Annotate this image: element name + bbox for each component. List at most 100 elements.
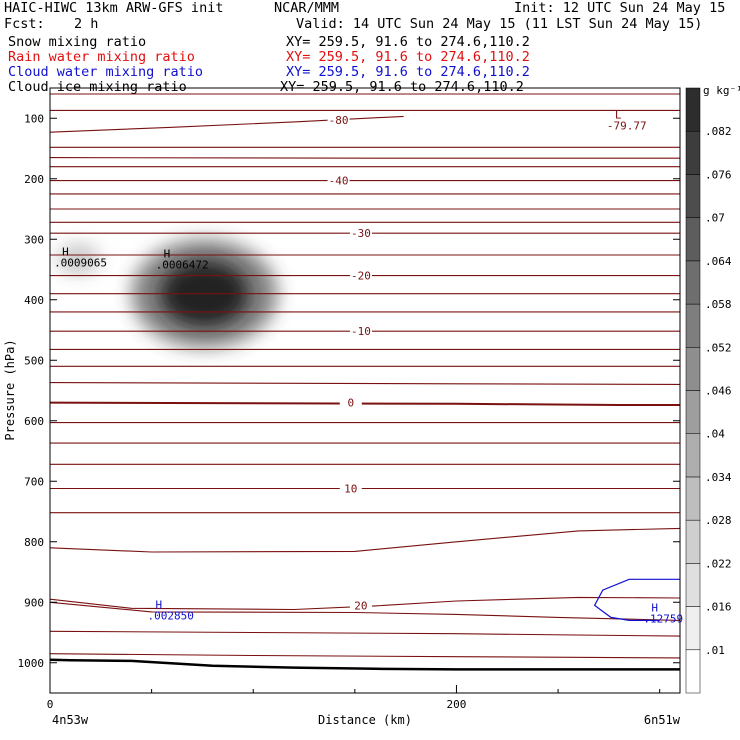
x-tick-label-1: 200 [447, 698, 467, 711]
y-tick-label-6: 700 [24, 475, 44, 488]
temp-label-bg-4 [349, 325, 372, 338]
header-init: Init: 12 UTC Sun 24 May 15 [514, 0, 726, 16]
y-tick-label-8: 900 [24, 596, 44, 609]
temp-contour-1 [50, 115, 404, 133]
header-title: HAIC-HIWC 13km ARW-GFS init [4, 0, 224, 16]
header-valid: Valid: 14 UTC Sun 24 May 15 (11 LST Sun … [296, 16, 703, 32]
colorbar-swatch-4 [685, 476, 701, 521]
colorbar-label-11: .076 [705, 168, 732, 181]
colorbar-label-7: .052 [705, 341, 732, 354]
snow-extreme-1-letter: H [164, 247, 171, 260]
temp-label-2: -30 [351, 227, 371, 240]
y-tick-label-4: 500 [24, 354, 44, 367]
colorbar: .01 .016 .022 .028 .034 .04 .046 .052 .058 .064 .0… [685, 84, 740, 694]
cloud-extreme-1-value: .12759 [643, 612, 683, 625]
y-tick-label-3: 400 [24, 294, 44, 307]
snow-blob-1 [63, 248, 94, 271]
cloud-extreme-0-value: .002850 [148, 609, 194, 622]
temp-label-5: 0 [347, 397, 354, 410]
header-fcst-value: 2 h [74, 16, 99, 32]
colorbar-swatch-9 [685, 260, 701, 305]
x-end-label: 6n51w [644, 713, 681, 727]
field-xy-cloud-water: XY= 259.5, 91.6 to 274.6,110.2 [286, 64, 530, 80]
colorbar-swatch-11 [685, 174, 701, 218]
plot-frame [49, 87, 681, 694]
temp-label-4: -10 [351, 325, 371, 338]
temp-contour-26 [50, 596, 680, 611]
colorbar-label-12: .082 [705, 125, 732, 138]
colorbar-swatch-7 [685, 347, 701, 391]
temp-label-bg-1 [327, 174, 350, 187]
colorbar-swatch-8 [685, 303, 701, 348]
temp-extreme-0-letter: L [615, 108, 622, 121]
temp-contour-28 [50, 630, 680, 637]
colorbar-label-2: .022 [705, 557, 732, 570]
field-label-rain: Rain water mixing ratio [8, 49, 195, 65]
snow-extreme-0-value: .0009065 [54, 257, 107, 270]
colorbar-swatch-12 [685, 130, 701, 175]
colorbar-swatch-2 [685, 563, 701, 607]
temp-label-3: -20 [351, 270, 371, 283]
colorbar-label-3: .028 [705, 514, 732, 527]
snow-extreme-0-letter: H [62, 246, 69, 259]
terrain-line [50, 658, 680, 671]
x-start-label: 4n53w [52, 713, 89, 727]
temp-contour-18 [50, 382, 680, 385]
temp-contour-19 [50, 401, 680, 406]
colorbar-swatch-1 [685, 606, 701, 651]
contour-labels: -80-40-30-20-1001020L-79.77H.002850H.127… [54, 108, 683, 625]
cloud-water-contour [593, 578, 680, 621]
temperature-contours [50, 93, 680, 659]
temp-extreme-0-value: -79.77 [607, 119, 647, 132]
field-xy-cloud-ice: XY= 259.5, 91.6 to 274.6,110.2 [280, 79, 524, 95]
temp-contour-4 [50, 157, 680, 159]
temp-label-bg-3 [349, 269, 372, 282]
temp-label-bg-5 [339, 396, 362, 409]
colorbar-swatch-13 [685, 87, 701, 132]
header-org: NCAR/MMM [274, 0, 340, 16]
colorbar-label-1: .016 [705, 601, 732, 614]
colorbar-label-8: .058 [705, 298, 732, 311]
colorbar-swatch-5 [685, 433, 701, 478]
y-tick-label-7: 800 [24, 536, 44, 549]
y-tick-label-2: 300 [24, 233, 44, 246]
temp-label-bg-7 [349, 599, 372, 612]
temp-contour-29 [50, 653, 680, 659]
y-tick-label-9: 1000 [18, 657, 45, 670]
colorbar-label-0: .01 [705, 644, 725, 657]
colorbar-swatch-3 [685, 519, 701, 564]
field-xy-rain: XY= 259.5, 91.6 to 274.6,110.2 [286, 49, 530, 65]
colorbar-swatch-10 [685, 217, 701, 262]
cloud-extreme-1-letter: H [651, 601, 658, 614]
temp-label-1: -40 [329, 175, 349, 188]
y-tick-label-0: 100 [24, 112, 44, 125]
colorbar-label-5: .04 [705, 428, 725, 441]
colorbar-swatch-0 [685, 649, 701, 694]
terrain-surface [50, 658, 680, 671]
colorbar-swatch-6 [685, 390, 701, 434]
y-axis-title: Pressure (hPa) [3, 339, 17, 440]
field-label-snow: Snow mixing ratio [8, 34, 147, 50]
x-axis-title: Distance (km) [318, 713, 412, 727]
colorbar-unit: g kg⁻¹ [703, 84, 740, 97]
field-label-cloud-water: Cloud water mixing ratio [8, 64, 204, 80]
temp-label-bg-6 [339, 482, 362, 495]
temp-label-0: -80 [329, 114, 349, 127]
field-xy-snow: XY= 259.5, 91.6 to 274.6,110.2 [286, 34, 530, 50]
temp-contour-27 [50, 601, 680, 621]
colorbar-label-10: .07 [705, 212, 725, 225]
cloud-water-contours [593, 578, 680, 621]
y-tick-label-5: 600 [24, 415, 44, 428]
field-label-cloud-ice: Cloud ice mixing ratio [8, 79, 187, 95]
colorbar-label-4: .034 [705, 471, 732, 484]
temp-label-7: 20 [354, 599, 367, 612]
temp-label-bg-0 [327, 114, 350, 127]
temp-label-6: 10 [344, 483, 357, 496]
colorbar-label-9: .064 [705, 255, 732, 268]
colorbar-label-6: .046 [705, 385, 732, 398]
temp-contour-25 [50, 527, 680, 553]
y-tick-label-1: 200 [24, 173, 44, 186]
x-tick-label-0: 0 [47, 698, 54, 711]
temp-label-bg-2 [349, 227, 372, 240]
